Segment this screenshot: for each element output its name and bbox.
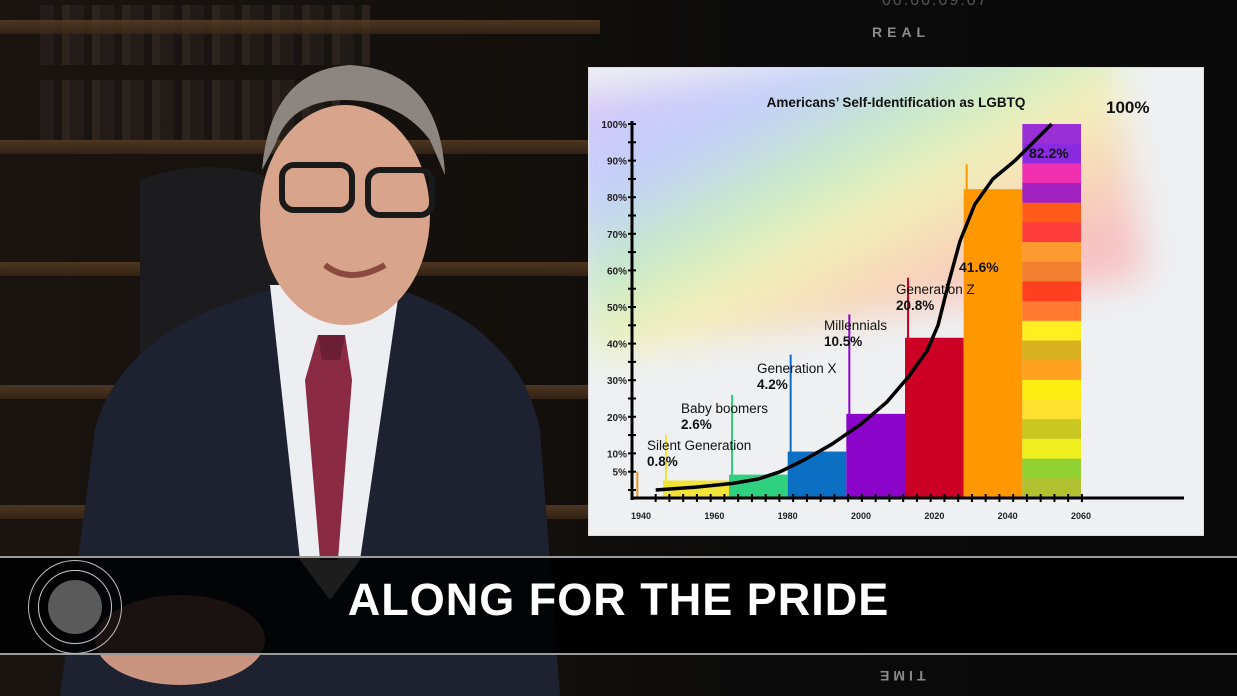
y-tick-label: 10% <box>607 449 627 460</box>
bookshelf <box>40 5 370 65</box>
shelf <box>0 20 600 34</box>
bar-41-6- <box>905 337 964 498</box>
bar-stripe <box>1022 399 1081 420</box>
bar-category-label: Generation X <box>757 361 837 376</box>
bar-value-label: 82.2% <box>1029 145 1069 161</box>
face <box>260 105 430 325</box>
bar-value-label: 100% <box>1106 98 1149 117</box>
y-tick-label: 60% <box>607 266 627 277</box>
bar-stripe <box>1022 183 1081 204</box>
timecode: 00:00:09:07 <box>882 0 989 9</box>
bar-stripe <box>1022 419 1081 440</box>
lower-third-title: ALONG FOR THE PRIDE <box>0 574 1237 626</box>
hud-label-real: REAL <box>872 24 931 40</box>
tie <box>305 335 352 560</box>
bar-82-2- <box>963 189 1023 498</box>
bar-stripe <box>1022 458 1081 479</box>
y-tick-label: 50% <box>607 303 627 314</box>
glasses-left <box>279 162 355 213</box>
y-tick-label: 20% <box>607 413 627 424</box>
bar-stripe <box>1022 143 1081 164</box>
bar-stripe <box>1022 242 1081 263</box>
bar-stripe <box>1022 163 1081 184</box>
bar-stripe <box>1022 202 1081 223</box>
bar-stripe <box>1022 360 1081 381</box>
bar-stripe <box>1022 281 1081 302</box>
tie-knot <box>318 335 345 360</box>
bar-value-label: 20.8% <box>896 298 934 313</box>
lower-third-bar <box>0 556 1237 655</box>
bar-value-label: 41.6% <box>959 259 999 275</box>
y-tick-label: 40% <box>607 340 627 351</box>
bar-category-label: Silent Generation <box>647 438 751 453</box>
bar-stripe <box>1022 222 1081 243</box>
x-tick-label: 2040 <box>998 511 1018 521</box>
hud-label-time: TIME <box>876 668 926 684</box>
bar-stripe <box>1022 379 1081 401</box>
bar-stripe <box>1022 478 1081 499</box>
bar-value-label: 0.8% <box>647 454 678 469</box>
y-tick-label: 80% <box>607 193 627 204</box>
x-tick-label: 2020 <box>924 511 944 521</box>
bar-stripe <box>1022 438 1081 460</box>
bar-stripe <box>1022 340 1081 361</box>
bar-value-label: 4.2% <box>757 377 788 392</box>
chart-title: Americans’ Self-Identification as LGBTQ <box>767 95 1026 110</box>
show-logo-icon <box>28 560 122 654</box>
x-tick-label: 1960 <box>704 511 724 521</box>
bar-stripe <box>1022 124 1081 145</box>
y-tick-label: 5% <box>613 468 628 479</box>
mouth <box>323 262 387 278</box>
hair <box>262 65 445 175</box>
bar-stripe <box>1022 320 1081 342</box>
trend-curve <box>655 122 1053 492</box>
bar-millennials <box>787 451 847 498</box>
bar-stripe <box>1022 261 1081 282</box>
bar-category-label: Baby boomers <box>681 401 768 416</box>
glasses-right <box>365 167 435 218</box>
y-tick-label: 70% <box>607 230 627 241</box>
segment-title: ALONG FOR THE PRIDE <box>347 574 890 625</box>
bar-stripe <box>1022 301 1081 322</box>
bar-category-label: Millennials <box>824 318 887 333</box>
x-tick-label: 2000 <box>851 511 871 521</box>
x-tick-label: 2060 <box>1071 511 1091 521</box>
chart-panel: Americans’ Self-Identification as LGBTQ 5… <box>588 67 1204 536</box>
x-tick-label: 1980 <box>778 511 798 521</box>
bar-value-label: 10.5% <box>824 334 862 349</box>
x-tick-label: 1940 <box>631 511 651 521</box>
y-tick-label: 90% <box>607 157 627 168</box>
bar-value-label: 2.6% <box>681 417 712 432</box>
bar-category-label: Generation Z <box>896 282 975 297</box>
lgbtq-chart: Americans’ Self-Identification as LGBTQ 5… <box>601 95 1184 521</box>
y-tick-label: 100% <box>601 120 627 131</box>
y-tick-label: 30% <box>607 376 627 387</box>
